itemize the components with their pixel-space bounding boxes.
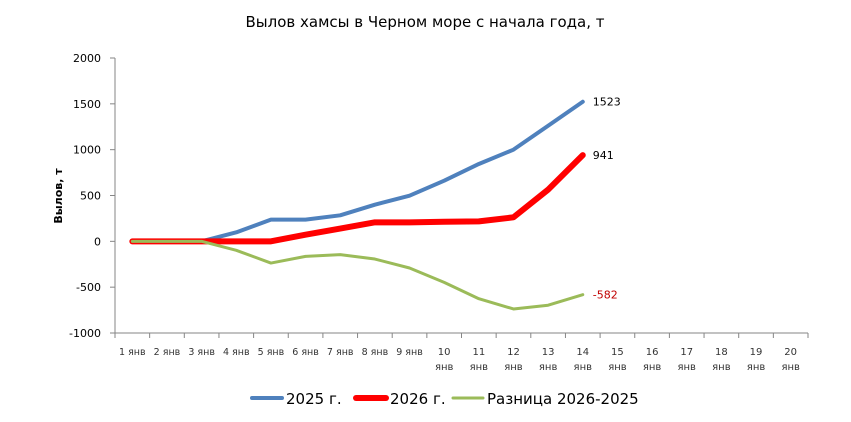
data-label: -582 xyxy=(593,289,618,302)
x-tick-label: 9 янв xyxy=(396,347,423,358)
x-tick-label: 16 xyxy=(646,347,659,358)
x-tick-label: янв xyxy=(643,362,662,373)
x-tick-label: 13 xyxy=(542,347,555,358)
chart-title: Вылов хамсы в Черном море с начала года,… xyxy=(246,13,605,31)
x-tick-label: 7 янв xyxy=(327,347,354,358)
data-label: 1523 xyxy=(593,96,621,109)
x-tick-label: 2 янв xyxy=(154,347,181,358)
data-label: 941 xyxy=(593,149,614,162)
x-tick-label: 4 янв xyxy=(223,347,250,358)
legend-label: 2025 г. xyxy=(286,390,342,408)
y-tick-label: 500 xyxy=(80,190,101,203)
x-tick-label: 10 xyxy=(438,347,451,358)
y-tick-label: -500 xyxy=(76,281,101,294)
x-tick-label: 20 xyxy=(784,347,797,358)
y-tick-label: 1500 xyxy=(73,98,101,111)
y-tick-label: 0 xyxy=(94,235,101,248)
y-axis-label: Вылов, т xyxy=(52,168,65,224)
legend-label: Разница 2026-2025 xyxy=(487,390,639,408)
series-line xyxy=(129,152,586,245)
x-tick-label: 6 янв xyxy=(292,347,319,358)
series-line xyxy=(130,239,585,311)
x-tick-label: 8 янв xyxy=(362,347,389,358)
x-tick-label: янв xyxy=(677,362,696,373)
x-tick-label: янв xyxy=(435,362,454,373)
y-tick-label: -1000 xyxy=(69,327,101,340)
x-tick-label: янв xyxy=(574,362,593,373)
x-tick-label: янв xyxy=(504,362,523,373)
y-tick-label: 1000 xyxy=(73,144,101,157)
x-tick-label: 12 xyxy=(507,347,520,358)
x-tick-label: 18 xyxy=(715,347,728,358)
x-tick-label: 14 xyxy=(576,347,589,358)
legend-label: 2026 г. xyxy=(390,390,446,408)
x-tick-label: 19 xyxy=(750,347,763,358)
x-tick-label: янв xyxy=(539,362,558,373)
x-tick-label: 5 янв xyxy=(258,347,285,358)
x-tick-label: янв xyxy=(608,362,627,373)
x-tick-label: янв xyxy=(470,362,489,373)
y-tick-label: 2000 xyxy=(73,52,101,65)
x-tick-label: 11 xyxy=(472,347,485,358)
x-tick-label: 17 xyxy=(680,347,693,358)
x-tick-label: 1 янв xyxy=(119,347,146,358)
x-tick-label: 3 янв xyxy=(188,347,215,358)
series-line xyxy=(130,99,585,244)
x-tick-label: янв xyxy=(781,362,800,373)
x-tick-label: 15 xyxy=(611,347,624,358)
x-tick-label: янв xyxy=(712,362,731,373)
x-tick-label: янв xyxy=(747,362,766,373)
